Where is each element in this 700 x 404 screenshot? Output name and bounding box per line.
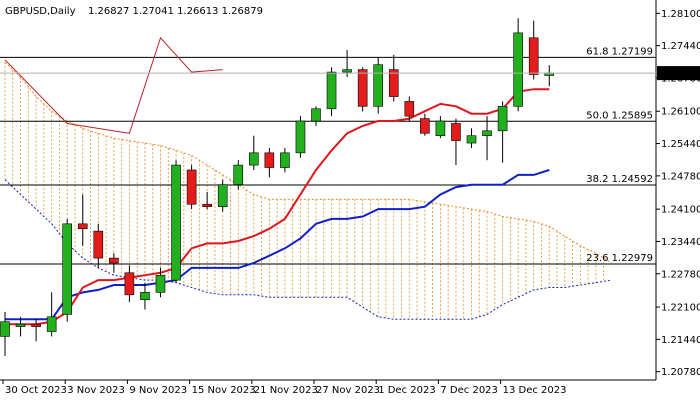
- bull-candle: [280, 152, 290, 168]
- fib-level-label: 38.2 1.24592: [586, 174, 653, 185]
- bear-candle: [77, 223, 88, 230]
- bull-candle: [435, 120, 446, 137]
- y-tick-label: 1.25440: [661, 139, 700, 150]
- bear-candle: [93, 230, 104, 259]
- x-tick-label: 1 Dec 2023: [378, 385, 436, 396]
- bull-candle: [497, 106, 508, 132]
- bull-candle: [217, 184, 228, 207]
- y-tick-label: 1.28100: [661, 9, 700, 20]
- fibonacci-levels: 61.8 1.27199 50.0 1.25895 38.2 1.24592 23.6…: [0, 46, 656, 265]
- bear-candle: [264, 152, 275, 168]
- bear-candle: [404, 101, 415, 117]
- candles: [0, 18, 555, 357]
- x-tick-label: 27 Nov 2023: [316, 385, 380, 396]
- bull-candle: [155, 274, 166, 293]
- bear-candle: [109, 257, 119, 264]
- bear-candle: [31, 323, 41, 327]
- chikou-line: [4, 36, 223, 134]
- x-tick-label: 13 Dec 2023: [503, 385, 567, 396]
- bear-candle: [528, 37, 539, 75]
- bull-candle: [342, 69, 352, 73]
- tenkan-line: [5, 88, 550, 326]
- x-tick-label: 3 Nov 2023: [67, 385, 125, 396]
- y-tick-label: 1.22780: [661, 269, 700, 280]
- y-tick-label: 1.24100: [661, 205, 700, 216]
- bull-candle: [311, 108, 321, 122]
- y-tick-label: 1.22100: [661, 303, 700, 314]
- bull-candle: [295, 120, 306, 154]
- bull-candle: [171, 164, 181, 281]
- x-tick-label: 30 Oct 2023: [5, 385, 67, 396]
- fib-level-label: 50.0 1.25895: [586, 110, 653, 121]
- indicator-lines: [4, 36, 550, 326]
- bull-candle: [15, 323, 26, 327]
- bear-candle: [388, 69, 399, 97]
- fib-level-label: 23.6 1.22979: [586, 253, 653, 264]
- bull-candle: [482, 130, 492, 137]
- x-tick-label: 15 Nov 2023: [192, 385, 256, 396]
- bull-candle: [249, 152, 259, 166]
- bull-candle: [233, 164, 244, 185]
- bear-candle: [202, 203, 212, 207]
- y-tick-label: 1.24780: [661, 171, 700, 182]
- ichimoku-cloud: [4, 61, 612, 320]
- bull-candle: [62, 223, 73, 315]
- y-tick-label: 1.21440: [661, 335, 700, 346]
- cloud-span-a: [4, 61, 612, 264]
- bull-candle: [326, 71, 337, 110]
- last-price-badge: [657, 66, 700, 81]
- y-tick-label: 1.23440: [661, 237, 700, 248]
- bull-candle: [46, 316, 57, 332]
- bull-candle: [513, 32, 523, 107]
- chart-ohlc: 1.26827 1.27041 1.26613 1.26879: [88, 6, 263, 17]
- fib-level-label: 61.8 1.27199: [586, 46, 653, 57]
- bull-candle: [140, 292, 150, 301]
- bear-candle: [420, 118, 430, 134]
- last-price-label: 1.26879: [660, 69, 700, 80]
- bear-candle: [451, 123, 461, 141]
- bull-candle: [466, 135, 477, 144]
- x-tick-label: 9 Nov 2023: [129, 385, 187, 396]
- y-tick-label: 1.26100: [661, 107, 700, 118]
- chart-symbol: GBPUSD,Daily: [5, 6, 76, 17]
- x-tick-label: 21 Nov 2023: [254, 385, 318, 396]
- bear-candle: [357, 69, 368, 107]
- y-tick-label: 1.27440: [661, 41, 700, 52]
- bull-candle: [373, 64, 384, 107]
- bear-candle: [186, 169, 197, 205]
- bear-candle: [124, 272, 135, 296]
- bull-candle: [0, 321, 10, 337]
- kijun-line: [5, 169, 550, 321]
- cloud-span-b: [4, 179, 612, 320]
- x-tick-label: 7 Dec 2023: [440, 385, 498, 396]
- y-tick-label: 1.20780: [661, 367, 700, 378]
